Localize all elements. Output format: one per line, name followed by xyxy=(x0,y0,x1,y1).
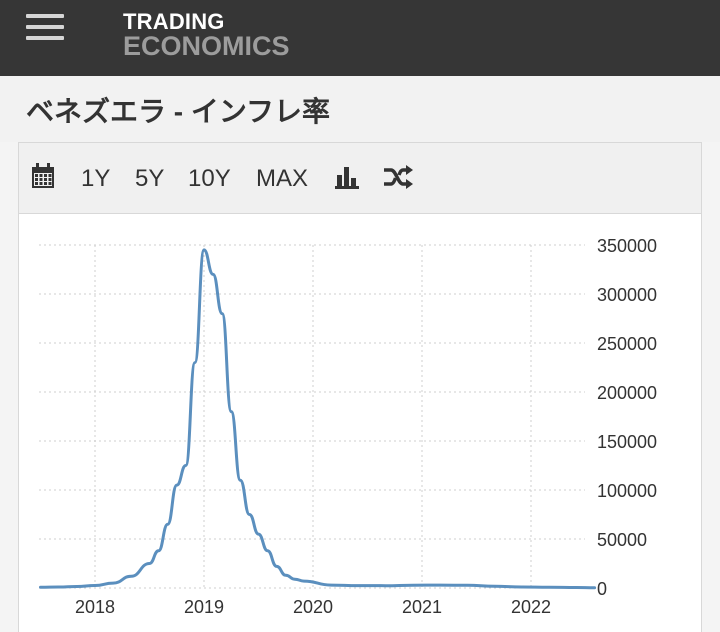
y-tick-label: 100000 xyxy=(597,481,657,501)
x-tick-label: 2021 xyxy=(402,597,442,617)
range-10y-button[interactable]: 10Y xyxy=(188,165,231,192)
range-1y-button[interactable]: 1Y xyxy=(81,165,111,192)
y-tick-label: 300000 xyxy=(597,285,657,305)
y-tick-label: 250000 xyxy=(597,334,657,354)
x-tick-label: 2020 xyxy=(293,597,333,617)
logo-line1: TRADING xyxy=(123,9,225,34)
y-tick-label: 200000 xyxy=(597,383,657,403)
shuffle-icon[interactable] xyxy=(383,165,413,189)
y-tick-label: 350000 xyxy=(597,236,657,256)
range-max-button[interactable]: MAX xyxy=(256,165,309,192)
series-line xyxy=(39,248,597,590)
y-tick-label: 150000 xyxy=(597,432,657,452)
logo-line2: ECONOMICS xyxy=(123,31,290,61)
y-tick-label: 50000 xyxy=(597,530,647,550)
calendar-icon[interactable] xyxy=(31,163,55,189)
chart-area: 0 50000 100000 150000 200000 250000 300000 3500… xyxy=(18,214,702,632)
hamburger-menu-icon[interactable] xyxy=(26,14,64,40)
chart-toolbar: 1Y 5Y 10Y MAX xyxy=(18,142,702,214)
range-5y-button[interactable]: 5Y xyxy=(135,165,165,192)
page-title: ベネズエラ - インフレ率 xyxy=(26,96,331,127)
x-tick-label: 2018 xyxy=(75,597,115,617)
top-bar: TRADING ECONOMICS xyxy=(0,0,720,76)
bar-chart-icon[interactable] xyxy=(335,165,359,189)
inflation-chart: 0 50000 100000 150000 200000 250000 300000 3500… xyxy=(39,236,657,617)
x-tick-label: 2022 xyxy=(511,597,551,617)
x-tick-label: 2019 xyxy=(184,597,224,617)
logo[interactable]: TRADING ECONOMICS xyxy=(123,11,290,60)
y-tick-label: 0 xyxy=(597,579,607,599)
title-bar xyxy=(0,76,720,142)
